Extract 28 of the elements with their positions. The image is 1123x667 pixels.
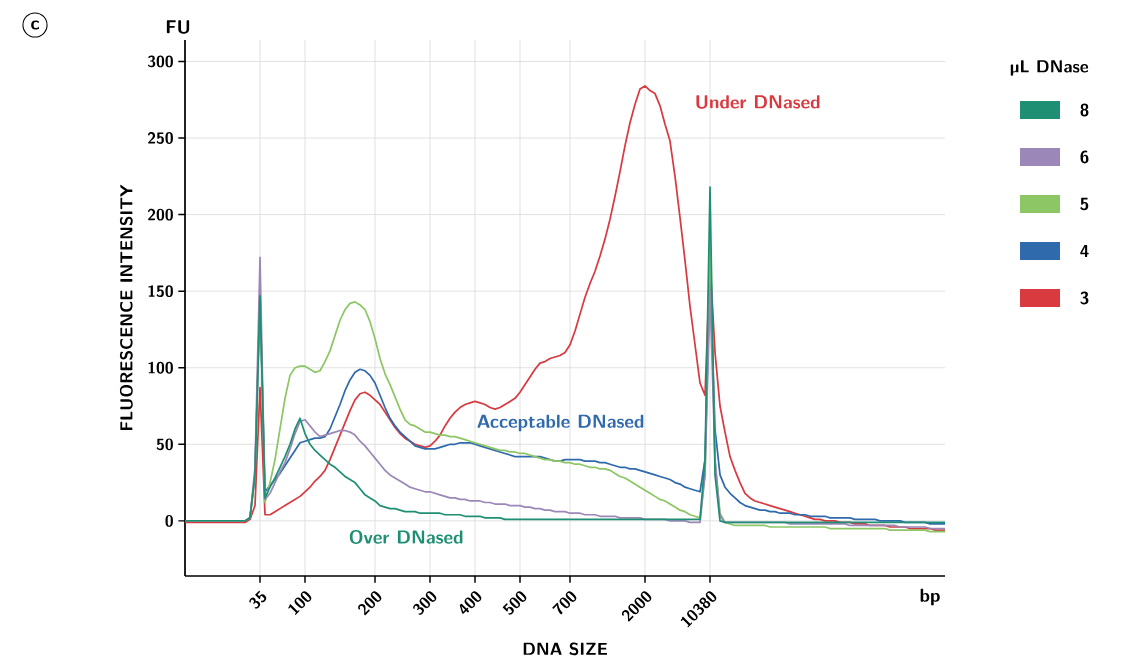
x-tick-label: 100 [288,591,312,615]
y-tick-label: 100 [148,361,173,374]
legend-title: µL DNase [1010,60,1089,76]
y-tick-label: 300 [147,55,173,68]
x-tick-label: 500 [502,591,527,615]
y-tick-label: 0 [165,514,173,527]
x-axis-title: DNA SIZE [523,642,608,656]
text: c [31,20,39,30]
x-tick-label: 200 [358,591,382,616]
y-tick-label: 250 [147,132,173,144]
x-tick-label: 400 [459,591,482,614]
text: FU [166,20,190,34]
x-tick-label: 300 [413,591,437,615]
legend-label: 5 [1080,197,1089,211]
y-tick-label: 150 [148,285,173,298]
annotation: Over DNased [349,530,463,544]
legend-label: 8 [1080,103,1089,117]
legend-label: 6 [1080,150,1089,164]
y-tick-label: 50 [156,438,173,451]
legend-label: 3 [1080,291,1089,305]
annotation: Acceptable DNased [477,414,644,432]
x-tick-label: 700 [552,591,577,615]
x-tick-label: 35 [249,590,267,609]
text: bp [920,588,940,606]
y-tick-label: 200 [147,208,173,221]
legend-label: 4 [1080,244,1089,258]
annotation: Under DNased [696,95,820,109]
y-axis-title: FLUORESCENCE INTENSITY [119,184,133,431]
